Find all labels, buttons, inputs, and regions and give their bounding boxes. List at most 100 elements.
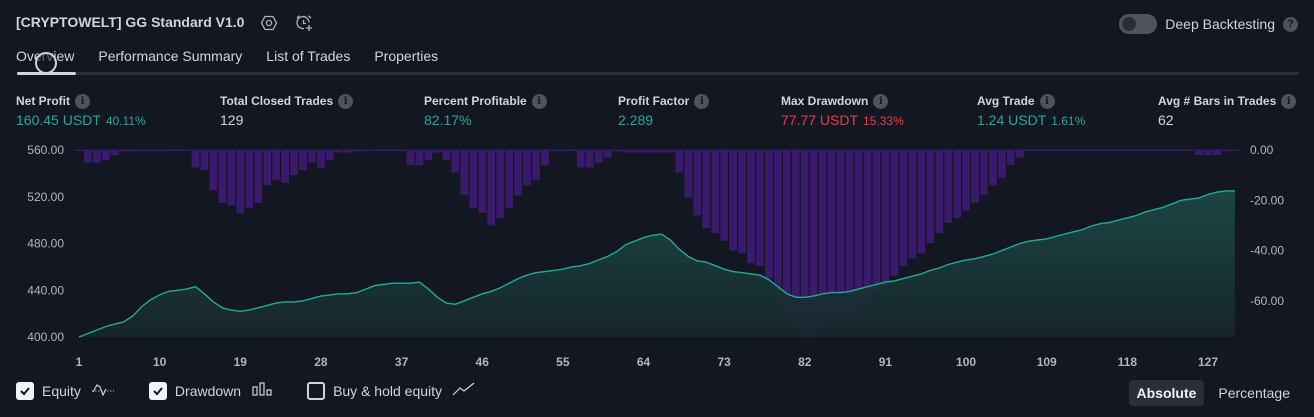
drawdown-bar (343, 150, 352, 153)
toggle-knob (1122, 17, 1137, 31)
drawdown-bar (890, 150, 899, 276)
drawdown-bar (612, 150, 621, 152)
drawdown-bar (720, 150, 729, 241)
drawdown-bar (442, 150, 451, 161)
display-mode-toggle: Absolute Percentage (1128, 380, 1299, 406)
x-axis-tick: 91 (879, 355, 893, 369)
drawdown-bar (460, 150, 469, 196)
drawdown-bar (648, 150, 657, 153)
info-icon[interactable]: i (75, 93, 90, 109)
legend-equity[interactable]: Equity (16, 381, 115, 400)
deep-backtesting-toggle[interactable] (1119, 14, 1158, 34)
drawdown-bar (326, 150, 334, 161)
tab-properties[interactable]: Properties (374, 48, 439, 64)
drawdown-bar (872, 150, 881, 291)
drawdown-bar (299, 150, 307, 171)
right-axis-tick: -60.00 (1250, 294, 1284, 308)
drawdown-bar (191, 150, 200, 168)
drawdown-bar (272, 150, 281, 181)
x-axis-tick: 127 (1198, 355, 1218, 369)
drawdown-bar (128, 150, 137, 152)
drawdown-bar (1195, 150, 1203, 156)
drawdown-bar (1213, 150, 1221, 156)
drawdown-bar (1204, 150, 1212, 156)
info-icon[interactable]: i (694, 93, 710, 109)
stat-percent: 15.33% (863, 114, 904, 128)
right-axis-tick: -40.00 (1250, 244, 1284, 258)
x-axis-tick: 1 (76, 355, 83, 369)
drawdown-bar (791, 150, 800, 329)
mouse-cursor-indicator (35, 52, 57, 74)
drawdown-bar (747, 150, 755, 264)
drawdown-bar (550, 150, 558, 152)
drawdown-bar (1015, 150, 1024, 158)
info-icon[interactable]: i (531, 93, 547, 109)
drawdown-bar (334, 150, 343, 153)
drawdown-bar (541, 150, 549, 166)
add-alert-clock-icon[interactable] (295, 14, 313, 32)
tab-underline (17, 72, 1299, 75)
stat-value: 77.77 USDT (781, 112, 859, 128)
stat-percent: 1.61% (1051, 114, 1086, 128)
info-icon[interactable]: i (1039, 93, 1055, 109)
mode-absolute[interactable]: Absolute (1128, 380, 1205, 406)
drawdown-bar (782, 150, 791, 317)
drawdown-bar (684, 150, 693, 198)
x-axis-tick: 46 (476, 355, 490, 369)
chart-legend: Equity Drawdown Buy & hold equity (16, 381, 510, 400)
deep-backtesting: Deep Backtesting ? (1119, 14, 1298, 34)
mode-percentage[interactable]: Percentage (1218, 385, 1290, 401)
drawdown-bar (738, 150, 746, 254)
stat-value: 1.24 USDT (977, 112, 1047, 128)
stat-label: Avg # Bars in Trades (1158, 94, 1277, 108)
drawdown-bar (406, 150, 415, 166)
drawdown-bar (505, 150, 513, 208)
equity-checkbox[interactable] (16, 381, 34, 400)
drawdown-bar (317, 150, 325, 168)
left-axis-tick: 520.00 (27, 190, 64, 204)
x-axis-tick: 37 (395, 355, 409, 369)
drawdown-bar (451, 150, 460, 173)
legend-buy-hold-equity[interactable]: Buy & hold equity (307, 381, 476, 400)
left-axis: 400.00 440.00 480.00 520.00 560.00 (27, 143, 64, 344)
buy-hold-line-icon (452, 381, 476, 400)
drawdown-bar (236, 150, 245, 213)
left-axis-tick: 480.00 (27, 237, 64, 251)
drawdown-bar (711, 150, 720, 234)
drawdown-bar (209, 150, 218, 191)
info-icon[interactable]: i (1281, 93, 1297, 109)
help-icon[interactable]: ? (1283, 16, 1298, 32)
stat-net-profit: Net Profit i 160.45 USDT 40.11% (16, 93, 146, 128)
stat-percent-profitable: Percent Profitable i 82.17% (424, 93, 547, 128)
drawdown-bar (765, 150, 773, 279)
equity-drawdown-chart[interactable]: 400.00 440.00 480.00 520.00 560.00 0.00 -20.0… (0, 140, 1314, 375)
drawdown-bar (119, 150, 128, 152)
drawdown-bar (863, 150, 872, 301)
drawdown-bar (352, 150, 361, 152)
drawdown-checkbox[interactable] (148, 381, 167, 400)
drawdown-bar (953, 150, 961, 218)
drawdown-bar (200, 150, 209, 171)
buy-hold-checkbox[interactable] (307, 381, 326, 400)
legend-label: Buy & hold equity (333, 382, 443, 399)
stat-value: 82.17% (424, 112, 472, 128)
right-axis-tick: -20.00 (1250, 193, 1284, 207)
tab-performance-summary[interactable]: Performance Summary (98, 48, 243, 64)
drawdown-bar (800, 150, 809, 337)
settings-hexagon-icon[interactable] (260, 14, 278, 32)
drawdown-bar (899, 150, 908, 266)
info-icon[interactable]: i (338, 93, 354, 109)
legend-drawdown[interactable]: Drawdown (148, 381, 273, 400)
drawdown-bar (110, 150, 119, 156)
drawdown-bar (666, 150, 675, 153)
drawdown-bar (1006, 150, 1015, 166)
drawdown-bar (980, 150, 988, 196)
drawdown-bar (809, 150, 818, 337)
info-icon[interactable]: i (873, 93, 889, 109)
tab-list-of-trades[interactable]: List of Trades (266, 48, 351, 64)
drawdown-bar (962, 150, 970, 211)
drawdown-bar (836, 150, 845, 317)
drawdown-bar (989, 150, 997, 186)
stat-value: 2.289 (618, 112, 654, 128)
stat-max-drawdown: Max Drawdown i 77.77 USDT 15.33% (781, 93, 904, 128)
